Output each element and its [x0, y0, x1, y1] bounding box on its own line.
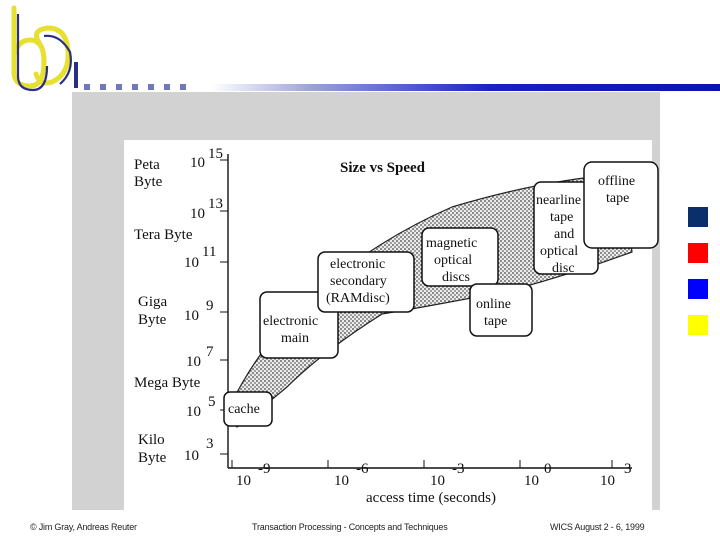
header-bar [212, 84, 720, 91]
box-line: secondary [330, 274, 387, 289]
box-line: tape [550, 210, 573, 225]
x-tick-base: 10 [334, 473, 349, 489]
x-tick-exp: 3 [624, 461, 632, 477]
diagram-title: Size vs Speed [340, 160, 426, 176]
y-tick-name: Peta [134, 157, 160, 173]
y-tick-name: Byte [134, 174, 163, 190]
header-dot [84, 84, 90, 90]
header-dot [180, 84, 186, 90]
y-tick-exp: 3 [206, 436, 214, 452]
y-tick-base: 10 [184, 308, 199, 324]
box-line: offline [598, 174, 635, 189]
y-tick-name: Byte [138, 450, 167, 466]
accent-square-blue [688, 279, 708, 299]
x-tick-exp: -6 [356, 461, 369, 477]
y-tick-name: Tera Byte [134, 227, 193, 243]
y-tick-name: Kilo [138, 432, 165, 448]
box-magnetic-optical-discs: magnetic optical discs [421, 227, 499, 287]
size-vs-speed-diagram: Size vs Speed Peta Byte 10 15 10 13 Tera… [72, 92, 660, 510]
box-electronic-secondary: electronic secondary (RAMdisc) [317, 251, 415, 313]
footer-event: WICS August 2 - 6, 1999 [550, 522, 645, 532]
box-line: nearline [536, 193, 581, 208]
header-dot [132, 84, 138, 90]
box-online-tape: online tape [469, 283, 533, 337]
header-dot [116, 84, 122, 90]
box-line: main [281, 331, 309, 346]
box-nearline-tape-optical-disc: nearline tape and optical disc [533, 181, 599, 276]
x-tick-base: 10 [236, 473, 251, 489]
accent-square-navy [688, 207, 708, 227]
y-tick-name: Mega Byte [134, 375, 201, 391]
x-tick-base: 10 [600, 473, 615, 489]
x-axis-label: access time (seconds) [366, 490, 496, 506]
header-dot [164, 84, 170, 90]
y-tick-exp: 15 [208, 146, 223, 162]
box-line: optical [540, 244, 578, 259]
box-line: tape [484, 314, 507, 329]
accent-square-red [688, 243, 708, 263]
footer-course: Transaction Processing - Concepts and Te… [252, 522, 448, 532]
y-tick-base: 10 [190, 155, 205, 171]
y-tick-base: 10 [184, 255, 199, 271]
box-line: online [476, 297, 511, 312]
y-tick-base: 10 [184, 448, 199, 464]
header-dot [148, 84, 154, 90]
box-line: electronic [263, 314, 318, 329]
x-tick-exp: 0 [544, 461, 552, 477]
footer-author: © Jim Gray, Andreas Reuter [30, 522, 137, 532]
y-tick-exp: 5 [208, 394, 216, 410]
box-line: cache [228, 402, 260, 417]
x-tick-exp: -3 [452, 461, 465, 477]
box-cache: cache [223, 391, 273, 427]
box-line: tape [606, 191, 629, 206]
box-line: and [554, 227, 574, 242]
y-tick-base: 10 [190, 206, 205, 222]
y-tick-exp: 9 [206, 298, 214, 314]
y-tick-exp: 11 [202, 244, 216, 260]
box-line: optical [434, 253, 472, 268]
box-offline-tape: offline tape [583, 161, 659, 249]
box-line: (RAMdisc) [326, 291, 390, 306]
header-dot [100, 84, 106, 90]
accent-square-yellow [688, 315, 708, 335]
box-line: magnetic [426, 236, 477, 251]
box-line: discs [442, 270, 470, 285]
x-tick-base: 10 [430, 473, 445, 489]
y-tick-base: 10 [186, 354, 201, 370]
box-line: disc [552, 261, 575, 276]
logo-icon [11, 5, 78, 92]
x-tick-exp: -9 [258, 461, 271, 477]
y-tick-exp: 13 [208, 196, 223, 212]
x-tick-base: 10 [524, 473, 539, 489]
y-tick-exp: 7 [206, 344, 214, 360]
y-tick-name: Giga [138, 294, 168, 310]
box-line: electronic [330, 257, 385, 272]
y-tick-base: 10 [186, 404, 201, 420]
y-tick-name: Byte [138, 312, 167, 328]
